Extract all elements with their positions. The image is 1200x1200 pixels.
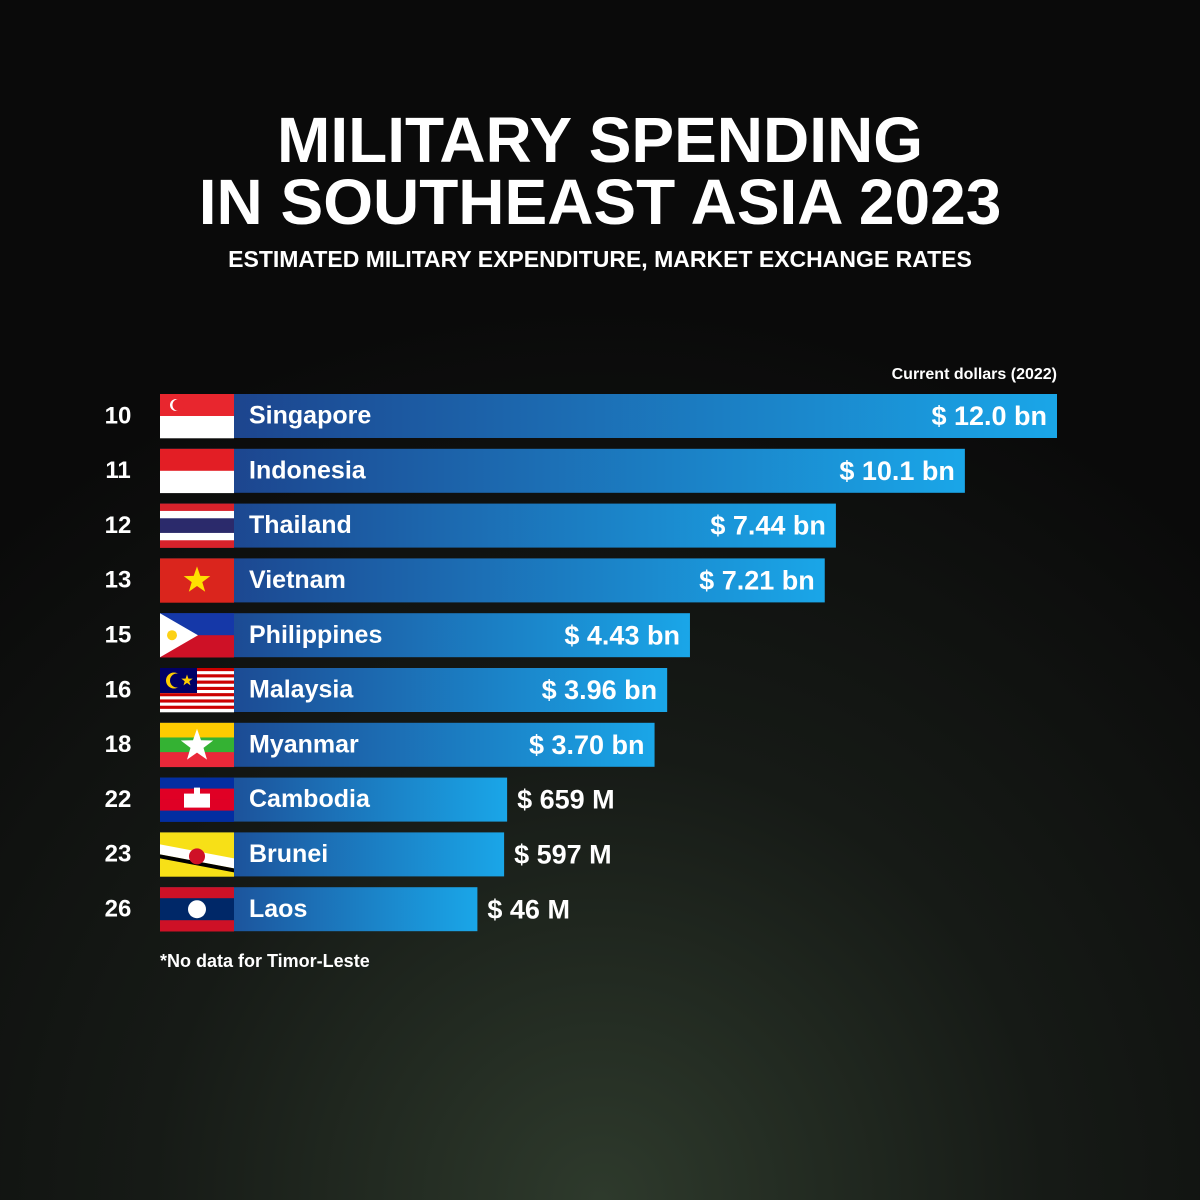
flag-part bbox=[188, 900, 206, 919]
value-label: $ 659 M bbox=[517, 785, 615, 815]
flag bbox=[160, 832, 234, 877]
flag bbox=[160, 777, 234, 822]
category-label: Indonesia bbox=[249, 456, 367, 484]
bar bbox=[160, 558, 825, 603]
bar bbox=[160, 448, 965, 493]
category-label: Myanmar bbox=[249, 730, 359, 758]
flag-part bbox=[181, 674, 193, 686]
flag bbox=[160, 448, 234, 494]
rank-label: 12 bbox=[105, 512, 132, 539]
rank-label: 23 bbox=[105, 841, 132, 868]
rank-label: 16 bbox=[105, 676, 132, 703]
flag-part bbox=[160, 810, 234, 822]
bar bbox=[160, 722, 655, 767]
value-label: $ 7.21 bn bbox=[699, 566, 815, 596]
flag bbox=[160, 613, 234, 658]
value-label: $ 10.1 bn bbox=[839, 456, 955, 486]
bar bbox=[160, 394, 1057, 438]
flag bbox=[160, 668, 234, 713]
flag bbox=[160, 722, 234, 768]
value-label: $ 46 M bbox=[487, 894, 570, 924]
flag-part bbox=[160, 702, 234, 707]
category-label: Laos bbox=[249, 895, 307, 923]
flag bbox=[160, 558, 234, 603]
flag-part bbox=[160, 705, 234, 710]
flag-part bbox=[160, 503, 234, 512]
value-label: $ 7.44 bn bbox=[710, 511, 826, 541]
flag-part bbox=[160, 699, 234, 703]
flag bbox=[160, 887, 234, 932]
category-label: Cambodia bbox=[249, 785, 371, 813]
flag-part bbox=[170, 673, 184, 688]
flag-part bbox=[160, 532, 234, 541]
rank-label: 13 bbox=[105, 567, 132, 594]
flag-part bbox=[160, 470, 234, 494]
bar bbox=[160, 668, 668, 712]
category-label: Singapore bbox=[249, 402, 371, 430]
flag-part bbox=[160, 525, 234, 534]
category-label: Thailand bbox=[249, 511, 352, 539]
note: *No data for Timor-Leste bbox=[160, 951, 370, 971]
rank-label: 15 bbox=[105, 622, 132, 649]
value-label: $ 4.43 bn bbox=[564, 620, 680, 650]
flag-part bbox=[160, 777, 234, 789]
value-label: $ 12.0 bn bbox=[931, 401, 1047, 431]
flag-part bbox=[160, 752, 234, 768]
flag-part bbox=[160, 693, 234, 697]
flag-part bbox=[189, 848, 205, 865]
value-label: $ 3.70 bn bbox=[529, 730, 645, 760]
flag-part bbox=[160, 510, 234, 519]
value-label: $ 3.96 bn bbox=[542, 675, 658, 705]
rank-label: 22 bbox=[105, 786, 132, 813]
rank-label: 26 bbox=[105, 896, 132, 923]
flag-part bbox=[160, 920, 234, 932]
flag-part bbox=[160, 696, 234, 700]
bar bbox=[160, 503, 836, 548]
category-label: Philippines bbox=[249, 621, 382, 649]
flag-part bbox=[172, 399, 185, 411]
value-label: $ 597 M bbox=[514, 840, 612, 870]
flag-part bbox=[160, 540, 234, 548]
flag-part bbox=[180, 728, 214, 760]
flag-part bbox=[184, 793, 210, 808]
flag-part bbox=[160, 708, 234, 713]
flag-part bbox=[160, 416, 234, 439]
flag-part bbox=[183, 566, 211, 592]
flag bbox=[160, 503, 234, 548]
unit-label: Current dollars (2022) bbox=[892, 366, 1057, 383]
chart-title: MILITARY SPENDING bbox=[277, 104, 923, 176]
chart-title: IN SOUTHEAST ASIA 2023 bbox=[199, 166, 1002, 238]
flag-part bbox=[160, 887, 234, 899]
category-label: Brunei bbox=[249, 840, 328, 868]
chart-subtitle: ESTIMATED MILITARY EXPENDITURE, MARKET E… bbox=[228, 246, 972, 272]
flag-part bbox=[160, 448, 234, 472]
flag bbox=[160, 394, 234, 439]
flag-part bbox=[160, 518, 234, 526]
rank-label: 10 bbox=[105, 402, 132, 429]
flag-part bbox=[194, 787, 200, 796]
rank-label: 18 bbox=[105, 731, 132, 758]
category-label: Vietnam bbox=[249, 566, 346, 594]
flag-part bbox=[167, 630, 177, 641]
rank-label: 11 bbox=[105, 457, 130, 484]
bar bbox=[160, 613, 690, 658]
category-label: Malaysia bbox=[249, 676, 354, 704]
flag-part bbox=[160, 613, 198, 658]
